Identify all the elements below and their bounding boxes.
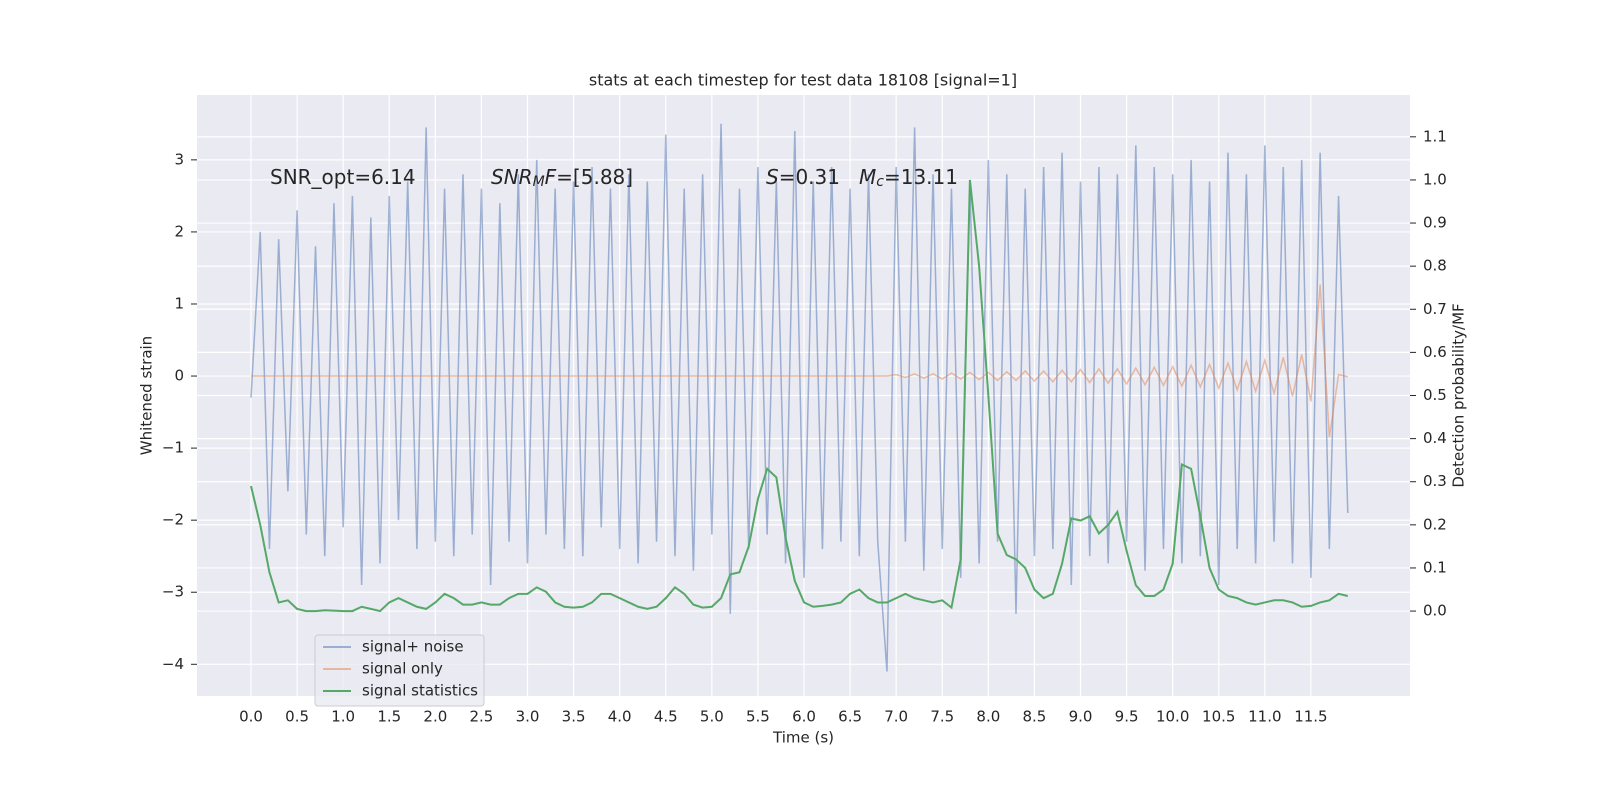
x-tick-label: 5.5 bbox=[746, 708, 770, 726]
x-tick-label: 0.5 bbox=[285, 708, 309, 726]
y2-tick-label: 1.0 bbox=[1423, 170, 1447, 188]
annotation: SNRMF=[5.88] bbox=[491, 164, 633, 190]
annotation-part: F bbox=[545, 164, 557, 188]
x-tick-label: 1.0 bbox=[331, 708, 355, 726]
y-tick-label: −4 bbox=[162, 655, 184, 673]
y-tick-label: 1 bbox=[174, 294, 184, 312]
y2-tick-label: 0.4 bbox=[1423, 429, 1447, 447]
legend-label: signal statistics bbox=[362, 682, 478, 700]
x-tick-label: 6.0 bbox=[792, 708, 816, 726]
x-axis-label: Time (s) bbox=[772, 729, 834, 747]
y2-tick-label: 0.6 bbox=[1423, 343, 1447, 361]
series-line bbox=[251, 284, 1348, 438]
annotation-part: M bbox=[533, 174, 545, 190]
annotation-part: =0.31 bbox=[779, 164, 840, 188]
annotation: SNR_opt=6.14 bbox=[270, 164, 416, 188]
y2-tick-label: 0.9 bbox=[1423, 214, 1447, 232]
x-tick-label: 11.0 bbox=[1248, 708, 1281, 726]
y2-tick-label: 0.3 bbox=[1423, 472, 1447, 490]
annotation-part: =13.11 bbox=[884, 164, 958, 188]
x-tick-label: 2.5 bbox=[469, 708, 493, 726]
legend-box bbox=[314, 634, 485, 707]
y-tick-label: 3 bbox=[174, 150, 184, 168]
legend-label: signal+ noise bbox=[362, 638, 464, 656]
annotation-part: SNR_opt=6.14 bbox=[270, 164, 416, 188]
annotation-part: S bbox=[766, 164, 779, 188]
annotation: S=0.31 bbox=[766, 164, 840, 188]
series-line bbox=[250, 123, 1349, 672]
y2-axis-label: Detection probability/MF bbox=[1450, 303, 1468, 487]
annotation-part: =[5.88] bbox=[556, 164, 633, 188]
y2-tick-label: 0.1 bbox=[1423, 558, 1447, 576]
x-tick-label: 10.0 bbox=[1156, 708, 1189, 726]
y-tick-label: 0 bbox=[174, 367, 184, 385]
y2-tick-label: 1.1 bbox=[1423, 127, 1447, 145]
y-tick-label: 2 bbox=[174, 222, 184, 240]
annotation-part: c bbox=[876, 174, 884, 190]
annotation-part: M bbox=[859, 164, 876, 188]
y-axis-label: Whitened strain bbox=[138, 336, 156, 455]
x-tick-label: 7.0 bbox=[884, 708, 908, 726]
x-tick-label: 1.5 bbox=[377, 708, 401, 726]
y-tick-label: −1 bbox=[162, 439, 184, 457]
x-tick-label: 9.5 bbox=[1115, 708, 1139, 726]
x-tick-label: 5.0 bbox=[700, 708, 724, 726]
x-tick-label: 8.0 bbox=[976, 708, 1000, 726]
y2-tick-label: 0.8 bbox=[1423, 257, 1447, 275]
x-tick-label: 4.0 bbox=[608, 708, 632, 726]
x-tick-label: 11.5 bbox=[1294, 708, 1327, 726]
x-tick-label: 4.5 bbox=[654, 708, 678, 726]
annotation: Mc=13.11 bbox=[859, 164, 958, 190]
x-tick-label: 7.5 bbox=[930, 708, 954, 726]
x-tick-label: 10.5 bbox=[1202, 708, 1235, 726]
x-tick-label: 0.0 bbox=[239, 708, 263, 726]
x-tick-label: 8.5 bbox=[1022, 708, 1046, 726]
x-tick-label: 3.0 bbox=[516, 708, 540, 726]
legend-label: signal only bbox=[362, 660, 443, 678]
y-tick-label: −2 bbox=[162, 511, 184, 529]
annotation-part: SNR bbox=[491, 164, 533, 188]
y2-tick-label: 0.0 bbox=[1423, 602, 1447, 620]
y2-tick-label: 0.5 bbox=[1423, 386, 1447, 404]
x-tick-label: 6.5 bbox=[838, 708, 862, 726]
x-tick-label: 2.0 bbox=[423, 708, 447, 726]
y2-tick-label: 0.2 bbox=[1423, 515, 1447, 533]
x-tick-label: 3.5 bbox=[562, 708, 586, 726]
series-line bbox=[250, 179, 1349, 613]
chart-title: stats at each timestep for test data 181… bbox=[589, 71, 1017, 90]
x-tick-label: 9.0 bbox=[1069, 708, 1093, 726]
y-tick-label: −3 bbox=[162, 583, 184, 601]
y2-tick-label: 0.7 bbox=[1423, 300, 1447, 318]
